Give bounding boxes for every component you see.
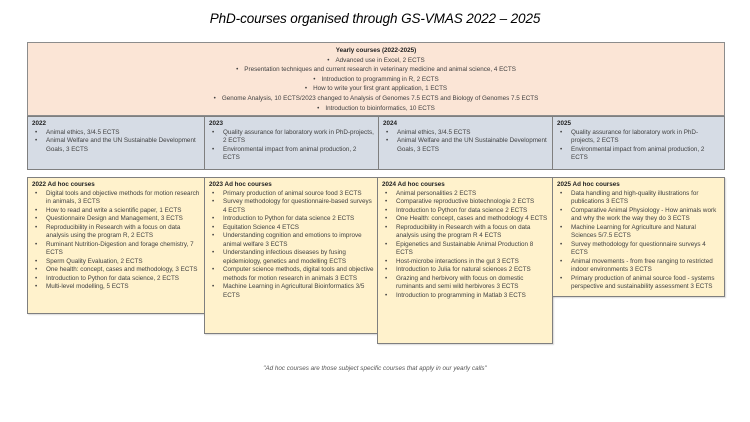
- list-item: Environmental impact from animal product…: [560, 146, 720, 163]
- list-item: Quality assurance for laboratory work in…: [212, 129, 374, 146]
- list-item: Survey methodology for questionnaire-bas…: [212, 198, 374, 215]
- list-item: Sperm Quality Evaluation, 2 ECTS: [35, 258, 200, 267]
- year-heading: 2022: [32, 120, 47, 127]
- list-item: How to read and write a scientific paper…: [35, 207, 200, 216]
- year-cell-2024: 2024 Animal ethics, 3/4.5 ECTS Animal We…: [378, 116, 553, 170]
- yearly-courses-box: Yearly courses (2022-2025) Advanced use …: [27, 42, 725, 116]
- list-item: Animal ethics, 3/4.5 ECTS: [386, 129, 548, 138]
- list-item: Epigenetics and Sustainable Animal Produ…: [385, 241, 548, 258]
- list-item: Reproducibility in Research with a focus…: [385, 224, 548, 241]
- list-item: One Health: concept, cases and methodolo…: [385, 215, 548, 224]
- list-item: Primary production of animal source food…: [560, 275, 720, 292]
- adhoc-heading: 2024 Ad hoc courses: [382, 181, 445, 188]
- year-courses-row: 2022 Animal ethics, 3/4.5 ECTS Animal We…: [27, 116, 725, 170]
- list-item: Animal ethics, 3/4.5 ECTS: [35, 129, 200, 138]
- year-heading: 2025: [557, 120, 572, 127]
- year-heading: 2023: [209, 120, 224, 127]
- yearly-item: How to write your first grant applicatio…: [28, 84, 724, 94]
- year-cell-2025: 2025 Quality assurance for laboratory wo…: [552, 116, 725, 170]
- list-item: Animal movements - from free ranging to …: [560, 258, 720, 275]
- adhoc-box-2025: 2025 Ad hoc courses Data handling and hi…: [552, 177, 725, 297]
- list-item: Understanding cognition and emotions to …: [212, 232, 374, 249]
- list-item: Questionnaire Design and Management, 3 E…: [35, 215, 200, 224]
- list-item: Understanding infectious diseases by fus…: [212, 249, 374, 266]
- list-item: Equitation Science 4 ETCS: [212, 224, 374, 233]
- list-item: Primary production of animal source food…: [212, 190, 374, 199]
- footnote: "Ad hoc courses are those subject specif…: [263, 365, 487, 372]
- adhoc-box-2023: 2023 Ad hoc courses Primary production o…: [204, 177, 379, 334]
- list-item: Introduction to Python for data science,…: [35, 275, 200, 284]
- adhoc-heading: 2023 Ad hoc courses: [209, 181, 272, 188]
- list-item: One health: concept, cases and methodolo…: [35, 266, 200, 275]
- list-item: Grazing and herbivory with focus on dome…: [385, 275, 548, 292]
- list-item: Multi-level modelling, 5 ECTS: [35, 283, 200, 292]
- list-item: Host-microbe interactions in the gut 3 E…: [385, 258, 548, 267]
- year-cell-2022: 2022 Animal ethics, 3/4.5 ECTS Animal We…: [27, 116, 205, 170]
- list-item: Introduction to Julia for natural scienc…: [385, 266, 548, 275]
- list-item: Ruminant Nutrition-Digestion and forage …: [35, 241, 200, 258]
- list-item: Quality assurance for laboratory work in…: [560, 129, 720, 146]
- list-item: Introduction to Python for data science …: [212, 215, 374, 224]
- yearly-item: Introduction to bioinformatics, 10 ECTS: [28, 104, 724, 114]
- list-item: Data handling and high-quality illustrat…: [560, 190, 720, 207]
- list-item: Machine Learning for Agriculture and Nat…: [560, 224, 720, 241]
- list-item: Introduction to programming in Matlab 3 …: [385, 292, 548, 301]
- adhoc-heading: 2022 Ad hoc courses: [32, 181, 95, 188]
- list-item: Environmental impact from animal product…: [212, 146, 374, 163]
- adhoc-heading: 2025 Ad hoc courses: [557, 181, 620, 188]
- list-item: Computer science methods, digital tools …: [212, 266, 374, 283]
- adhoc-box-2024: 2024 Ad hoc courses Animal personalities…: [377, 177, 553, 344]
- page-title: PhD-courses organised through GS-VMAS 20…: [209, 11, 541, 26]
- year-heading: 2024: [383, 120, 398, 127]
- list-item: Comparative reproductive biotechnologie …: [385, 198, 548, 207]
- adhoc-box-2022: 2022 Ad hoc courses Digital tools and ob…: [27, 177, 205, 314]
- list-item: Animal Welfare and the UN Sustainable De…: [35, 137, 200, 154]
- yearly-heading: Yearly courses (2022-2025): [335, 47, 417, 54]
- list-item: Survey methodology for questionnaire sur…: [560, 241, 720, 258]
- yearly-item: Introduction to programming in R, 2 ECTS: [28, 75, 724, 85]
- list-item: Animal personalities 2 ECTS: [385, 190, 548, 199]
- yearly-item: Presentation techniques and current rese…: [28, 65, 724, 75]
- list-item: Reproducibility in Research with a focus…: [35, 224, 200, 241]
- list-item: Introduction to Python for data science …: [385, 207, 548, 216]
- list-item: Comparative Animal Physiology - How anim…: [560, 207, 720, 224]
- yearly-item: Advanced use in Excel, 2 ECTS: [28, 56, 724, 66]
- list-item: Machine Learning in Agricultural Bioinfo…: [212, 283, 374, 300]
- list-item: Animal Welfare and the UN Sustainable De…: [386, 137, 548, 154]
- year-cell-2023: 2023 Quality assurance for laboratory wo…: [204, 116, 379, 170]
- yearly-item: Genome Analysis, 10 ECTS/2023 changed to…: [28, 94, 724, 104]
- list-item: Digital tools and objective methods for …: [35, 190, 200, 207]
